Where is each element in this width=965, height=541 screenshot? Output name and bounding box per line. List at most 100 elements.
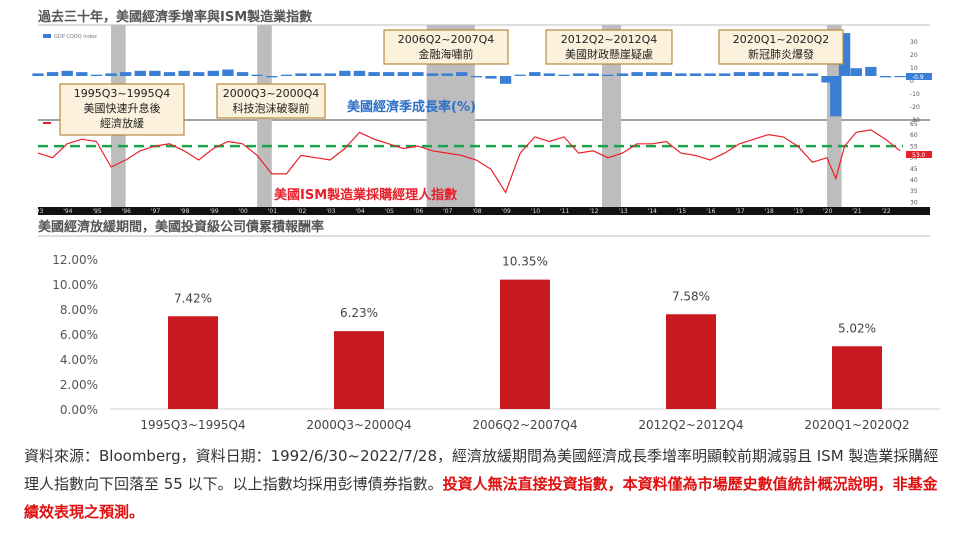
gdp-bar [894, 76, 906, 78]
year-tick: '93 [34, 208, 43, 215]
year-tick: '14 [648, 208, 657, 215]
gdp-bar [295, 73, 307, 76]
y-axis-tick: 4.00% [60, 353, 98, 367]
ism-axis-tick: 55 [910, 143, 918, 150]
year-tick: '02 [297, 208, 306, 215]
gdp-legend-swatch [43, 34, 51, 38]
year-tick: '97 [151, 208, 160, 215]
year-tick: '04 [355, 208, 364, 215]
gdp-bar [368, 72, 380, 76]
callout-desc: 美國財政懸崖疑慮 [565, 47, 653, 61]
gdp-bar [266, 76, 278, 78]
x-axis-category: 1995Q3~1995Q4 [140, 418, 245, 432]
gdp-bar [675, 73, 687, 76]
year-tick: '06 [414, 208, 423, 215]
ism-line [37, 129, 901, 194]
ism-axis-tick: 50 [910, 155, 918, 162]
year-tick: '09 [502, 208, 511, 215]
year-tick: '08 [472, 208, 481, 215]
year-tick: '13 [618, 208, 627, 215]
callout-background [718, 29, 844, 65]
bar-chart-title: 美國經濟放緩期間，美國投資級公司債累積報酬率 [38, 220, 325, 235]
gdp-bar [149, 70, 161, 76]
bond-return-bar-chart: 0.00% 2.00% 4.00% 6.00% 8.00% 10.00% 12.00% 7.4… [38, 235, 940, 432]
gdp-bar [193, 72, 205, 76]
gdp-bar [806, 73, 819, 76]
callout-desc: 美國快速升息後 [84, 101, 161, 115]
callout-desc: 科技泡沫破裂前 [233, 101, 310, 115]
gdp-bar [397, 72, 409, 76]
gdp-bar [46, 72, 59, 76]
gdp-bar [236, 72, 249, 76]
gdp-bar [689, 73, 702, 76]
gdp-axis-tick: 10 [910, 65, 918, 72]
gdp-bar [339, 70, 351, 76]
gdp-bar [470, 76, 483, 78]
ism-axis-tick: 30 [910, 199, 918, 206]
footnote: 資料來源：Bloomberg，資料日期：1992/6/30~2022/7/28，… [24, 442, 949, 526]
x-axis-category: 2006Q2~2007Q4 [472, 418, 577, 432]
year-tick: '94 [63, 208, 72, 215]
gdp-bar [280, 74, 293, 76]
gdp-bar [879, 76, 892, 78]
y-axis-tick: 2.00% [60, 378, 98, 392]
gdp-ism-line-chart: GDP CQOQ Index 30 20 10 0 -10 -20 -30 -0.9 美國經濟季成… [32, 24, 932, 215]
year-tick: '21 [852, 208, 861, 215]
gdp-bar [383, 72, 395, 76]
bar-data-label: 6.23% [340, 306, 378, 320]
gdp-axis-tick: 30 [910, 39, 918, 46]
gdp-axis-tick: -30 [910, 117, 920, 124]
gdp-bar [558, 74, 570, 76]
y-axis-tick: 10.00% [52, 278, 98, 292]
gdp-bar [499, 76, 512, 84]
gdp-bar [646, 72, 658, 76]
year-tick: '19 [794, 208, 803, 215]
bar-data-label: 5.02% [838, 321, 876, 335]
year-tick: '95 [92, 208, 101, 215]
bar-data-label: 7.58% [672, 289, 710, 303]
x-axis-category: 2020Q1~2020Q2 [804, 418, 909, 432]
gdp-bar [777, 72, 789, 76]
gdp-series-label: 美國經濟季成長率(%) [347, 99, 476, 115]
year-tick: '01 [268, 208, 277, 215]
bar-5 [832, 346, 882, 409]
gdp-bar [704, 73, 716, 76]
callout-period: 2000Q3~2000Q4 [223, 87, 320, 100]
gdp-bar [748, 72, 760, 76]
y-axis-tick: 8.00% [60, 303, 98, 317]
gdp-bar [222, 69, 234, 76]
y-axis-tick: 12.00% [52, 253, 98, 267]
year-tick: '22 [881, 208, 890, 215]
shaded-period-4 [602, 25, 621, 207]
year-tick: '16 [706, 208, 715, 215]
gdp-last-value: -0.9 [912, 74, 924, 81]
ism-axis-tick: 35 [910, 188, 918, 195]
gdp-bar [76, 72, 88, 76]
gdp-bar [514, 74, 526, 76]
gdp-bar [119, 72, 132, 76]
gdp-bar [324, 73, 336, 76]
gdp-bar [830, 76, 842, 117]
gdp-bar [529, 72, 541, 76]
year-tick: '18 [765, 208, 774, 215]
gdp-axis-tick: -20 [910, 104, 920, 111]
callout-desc: 金融海嘯前 [419, 47, 474, 61]
gdp-bar [762, 72, 775, 76]
year-axis-bar [38, 207, 930, 215]
callout-period: 1995Q3~1995Q4 [74, 87, 171, 100]
year-tick: '00 [239, 208, 248, 215]
gdp-bar [134, 70, 146, 76]
gdp-bar [602, 74, 614, 76]
gdp-bar [309, 73, 322, 76]
y-axis-tick: 6.00% [60, 328, 98, 342]
ism-axis-tick: 45 [910, 166, 918, 173]
y-axis-tick: 0.00% [60, 403, 98, 417]
callout-desc: 新冠肺炎爆發 [748, 47, 814, 61]
gdp-bar [90, 74, 103, 76]
gdp-bar [572, 73, 585, 76]
year-tick: '11 [560, 208, 569, 215]
ism-axis-tick: 65 [910, 121, 918, 128]
